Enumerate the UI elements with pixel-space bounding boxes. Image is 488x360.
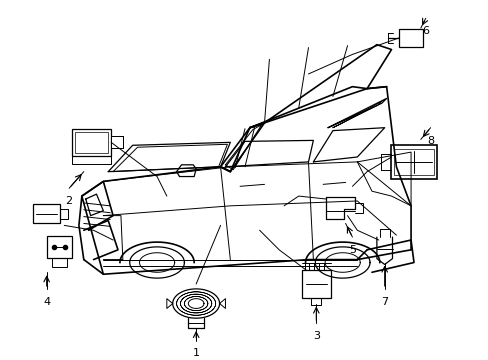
Bar [33, 204, 60, 224]
Bar [111, 136, 122, 148]
Text: 8: 8 [426, 135, 433, 145]
Bar [75, 132, 108, 153]
Text: 7: 7 [380, 297, 387, 307]
Text: 2: 2 [65, 196, 73, 206]
Bar [399, 29, 422, 46]
Bar [47, 236, 71, 258]
Bar [390, 145, 437, 179]
Bar [72, 129, 111, 156]
Bar [301, 270, 330, 298]
Text: 1: 1 [192, 348, 199, 359]
Text: 3: 3 [312, 331, 319, 341]
Text: 4: 4 [43, 297, 50, 307]
Text: 5: 5 [348, 245, 355, 255]
Bar [394, 149, 433, 175]
Text: 6: 6 [421, 26, 428, 36]
